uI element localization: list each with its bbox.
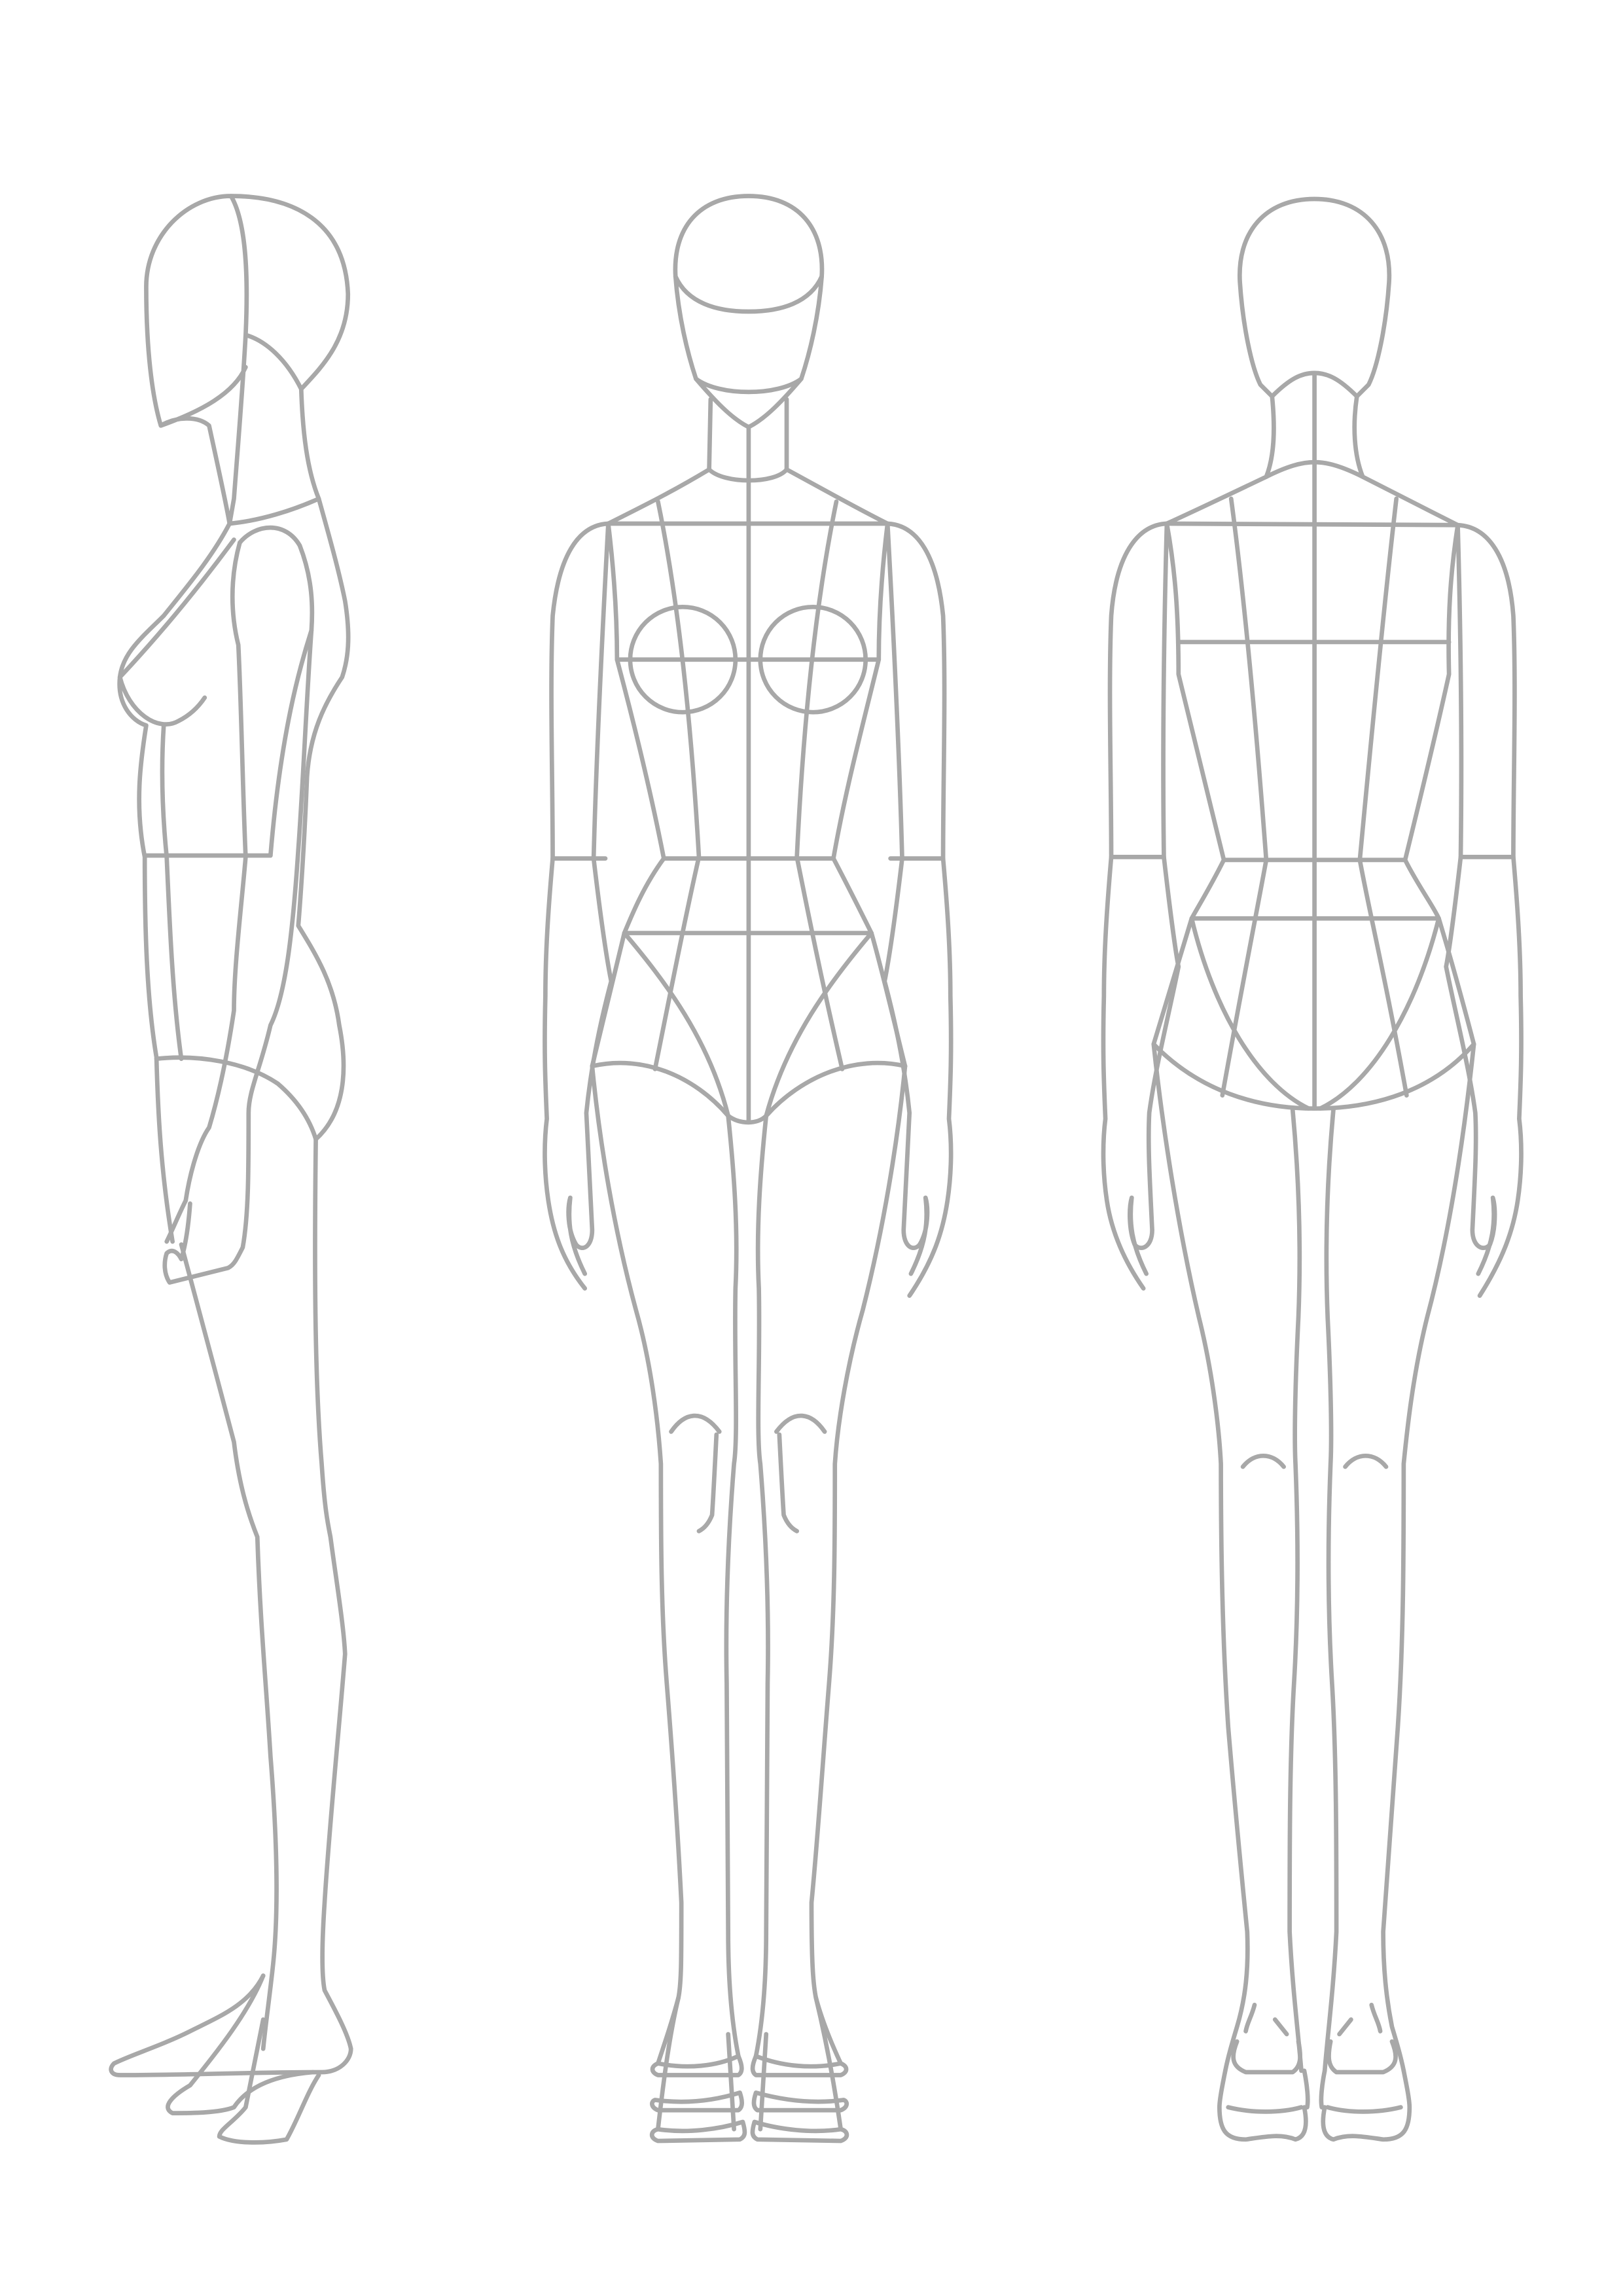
front-brief-right: [764, 931, 874, 1119]
side-head: [144, 194, 351, 526]
back-leg-left-outer: [1151, 1042, 1250, 2073]
front-foot-right: [750, 2054, 849, 2144]
front-ankle-left: [656, 1995, 736, 2132]
front-view-figure: [543, 194, 954, 2144]
front-knee-right: [774, 1413, 827, 1534]
back-knee-right: [1343, 1453, 1389, 1469]
back-princess-left: [1220, 496, 1269, 1098]
front-arm-left: [543, 521, 614, 1291]
side-leg-front: [179, 1242, 279, 2051]
back-foot-right: [1319, 2039, 1412, 2142]
side-heel: [217, 2017, 321, 2145]
side-view-figure: [109, 194, 353, 2145]
back-seat-left: [1189, 916, 1311, 1111]
front-side-left: [590, 521, 666, 1069]
side-waist-guide: [160, 723, 184, 1062]
front-jaw: [694, 376, 804, 395]
back-foot-left: [1217, 2039, 1310, 2142]
side-shoulder-line: [227, 496, 321, 526]
front-leg-left-outer: [590, 1064, 684, 2066]
front-leg-opening: [590, 1060, 908, 1125]
side-bust-curve: [117, 675, 207, 726]
back-side-right: [1402, 522, 1476, 1047]
side-torso-front: [117, 521, 232, 1244]
side-arm-inner: [268, 628, 314, 858]
front-princess-right: [794, 499, 845, 1071]
front-ankle-right: [758, 1995, 844, 2132]
back-princess-right: [1357, 496, 1409, 1098]
front-leg-right-outer: [809, 1064, 908, 2066]
front-princess-left: [652, 499, 702, 1071]
side-foot-shoe: [166, 1973, 315, 2115]
side-arm-front: [162, 525, 315, 1285]
front-brief-left: [622, 931, 730, 1119]
front-leg-right-inner: [753, 1113, 770, 2058]
back-arm-left: [1101, 521, 1181, 1291]
back-leg-right-outer: [1381, 1042, 1476, 2073]
back-leg-left-inner: [1287, 1106, 1304, 2073]
side-neck-back: [298, 387, 321, 501]
side-arm-back: [164, 540, 248, 1244]
front-foot-left: [649, 2054, 747, 2144]
back-ankle-left: [1243, 2002, 1289, 2037]
back-leg-right-inner: [1322, 1106, 1339, 2073]
back-knee-left: [1240, 1453, 1287, 1469]
side-leg-back: [313, 1137, 353, 2051]
back-ankle-right: [1337, 2002, 1383, 2037]
back-seat-right: [1318, 916, 1441, 1111]
front-leg-left-inner: [724, 1113, 741, 2058]
front-side-right: [831, 521, 908, 1069]
side-back: [296, 496, 351, 1141]
front-arm-right: [882, 521, 954, 1299]
front-hairline: [673, 274, 824, 314]
side-foot: [109, 1973, 353, 2077]
side-bust-line: [117, 537, 236, 679]
side-hip-line: [154, 1055, 318, 1141]
back-leg-opening: [1151, 1042, 1476, 1111]
front-knee-left: [669, 1413, 722, 1534]
back-view-figure: [1101, 196, 1524, 2142]
